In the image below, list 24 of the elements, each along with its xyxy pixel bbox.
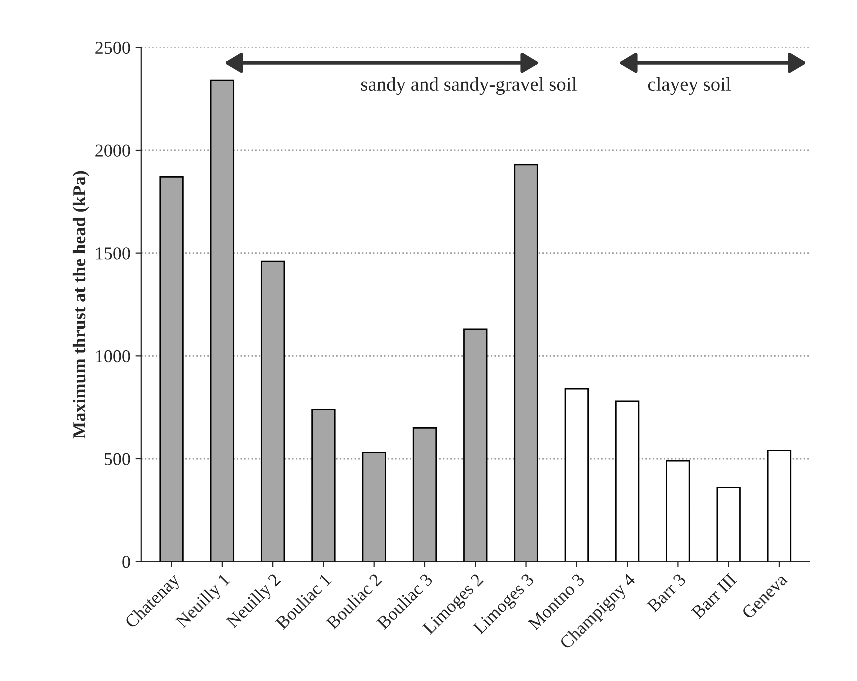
y-tick-label: 1500 bbox=[96, 248, 130, 260]
x-tick-label: Barr III bbox=[691, 573, 738, 620]
y-tick-label: 2500 bbox=[96, 42, 130, 54]
bar bbox=[767, 450, 792, 562]
bar bbox=[666, 460, 690, 562]
bar bbox=[464, 328, 488, 562]
bar bbox=[260, 260, 286, 562]
x-tick-label: Barr 3 bbox=[646, 573, 687, 614]
bar bbox=[716, 487, 741, 562]
y-axis-title: Maximum thrust at the head (kPa) bbox=[72, 171, 90, 439]
bar bbox=[412, 427, 438, 562]
y-tick-label: 2000 bbox=[96, 144, 130, 157]
bar bbox=[160, 176, 184, 562]
annotation: sandy and sandy-gravel soil bbox=[361, 77, 577, 96]
bar bbox=[312, 408, 336, 562]
bar bbox=[514, 164, 538, 562]
y-tick-label: 500 bbox=[104, 453, 130, 466]
y-tick-label: 0 bbox=[122, 556, 130, 568]
bar bbox=[564, 388, 590, 562]
bar bbox=[362, 452, 386, 562]
annotation: clayey soil bbox=[648, 77, 731, 96]
bar bbox=[210, 80, 235, 562]
bar bbox=[615, 400, 640, 562]
y-tick-label: 1000 bbox=[96, 350, 130, 363]
